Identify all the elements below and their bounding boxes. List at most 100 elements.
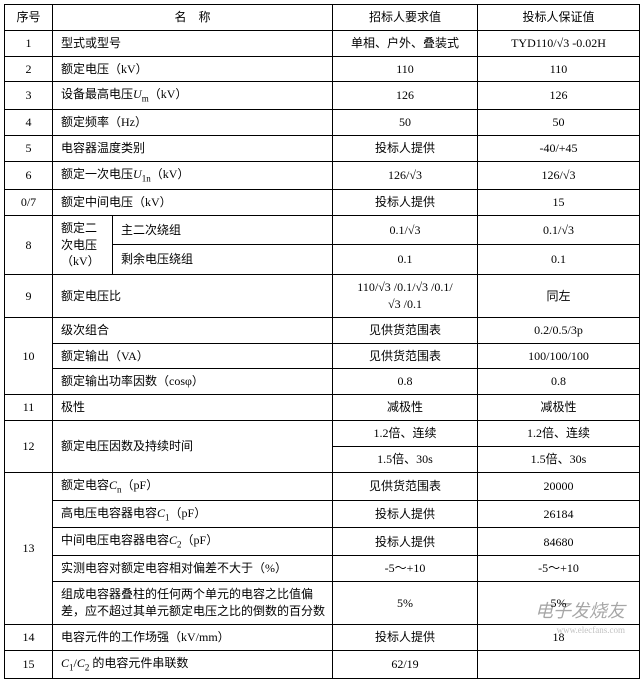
bid: TYD110/√3 -0.02H — [478, 30, 640, 56]
seq: 3 — [5, 82, 53, 110]
row-7: 0/7 额定中间电压（kV） 投标人提供 15 — [5, 189, 640, 215]
seq: 13 — [5, 472, 53, 624]
req: 126 — [333, 82, 478, 110]
req: 110/√3 /0.1/√3 /0.1/ √3 /0.1 — [333, 275, 478, 318]
name: 额定频率（Hz） — [53, 110, 333, 136]
name: 额定电压比 — [53, 275, 333, 318]
req: 投标人提供 — [333, 136, 478, 162]
req: 投标人提供 — [333, 189, 478, 215]
seq: 10 — [5, 317, 53, 394]
row-1: 1 型式或型号 单相、户外、叠装式 TYD110/√3 -0.02H — [5, 30, 640, 56]
bid-b: 26184 — [478, 500, 640, 528]
sub2-bid: 0.1 — [478, 245, 640, 275]
bid: 减极性 — [478, 395, 640, 421]
seq: 8 — [5, 215, 53, 274]
row-12a: 12 额定电压因数及持续时间 1.2倍、连续 1.2倍、连续 — [5, 420, 640, 446]
name-e: 组成电容器叠柱的任何两个单元的电容之比值偏差，应不超过其单元额定电压之比的倒数的… — [53, 582, 333, 625]
header-row: 序号 名 称 招标人要求值 投标人保证值 — [5, 5, 640, 31]
row-3: 3 设备最高电压Um（kV） 126 126 — [5, 82, 640, 110]
req-c: 0.8 — [333, 369, 478, 395]
name-c: 额定输出功率因数（cosφ） — [53, 369, 333, 395]
name-group: 额定二次电压（kV） — [53, 215, 113, 274]
req-b: 见供货范围表 — [333, 343, 478, 369]
row-9: 9 额定电压比 110/√3 /0.1/√3 /0.1/ √3 /0.1 同左 — [5, 275, 640, 318]
name: 设备最高电压Um（kV） — [53, 82, 333, 110]
sub1-bid: 0.1/√3 — [478, 215, 640, 245]
row-13b: 高电压电容器电容C1（pF） 投标人提供 26184 — [5, 500, 640, 528]
req-a: 见供货范围表 — [333, 317, 478, 343]
hdr-seq: 序号 — [5, 5, 53, 31]
seq: 14 — [5, 624, 53, 650]
name-a: 额定电容Cn（pF） — [53, 472, 333, 500]
req-a: 1.2倍、连续 — [333, 420, 478, 446]
req-e: 5% — [333, 582, 478, 625]
bid: 同左 — [478, 275, 640, 318]
bid: 110 — [478, 56, 640, 82]
name: 极性 — [53, 395, 333, 421]
hdr-name: 名 称 — [53, 5, 333, 31]
sub1-req: 0.1/√3 — [333, 215, 478, 245]
req: 62/19 — [333, 650, 478, 678]
bid: -40/+45 — [478, 136, 640, 162]
bid-b: 1.5倍、30s — [478, 446, 640, 472]
sub2-name: 剩余电压绕组 — [113, 245, 333, 275]
req: 单相、户外、叠装式 — [333, 30, 478, 56]
req: 50 — [333, 110, 478, 136]
name: 额定中间电压（kV） — [53, 189, 333, 215]
seq: 4 — [5, 110, 53, 136]
row-6: 6 额定一次电压U1n（kV） 126/√3 126/√3 — [5, 161, 640, 189]
bid: 15 — [478, 189, 640, 215]
row-5: 5 电容器温度类别 投标人提供 -40/+45 — [5, 136, 640, 162]
req-c: 投标人提供 — [333, 528, 478, 556]
row-10a: 10 级次组合 见供货范围表 0.2/0.5/3p — [5, 317, 640, 343]
seq: 15 — [5, 650, 53, 678]
name: 额定一次电压U1n（kV） — [53, 161, 333, 189]
seq: 0/7 — [5, 189, 53, 215]
bid: 50 — [478, 110, 640, 136]
row-4: 4 额定频率（Hz） 50 50 — [5, 110, 640, 136]
name: 额定电压（kV） — [53, 56, 333, 82]
req-d: -5～+10 — [333, 556, 478, 582]
bid-a: 1.2倍、连续 — [478, 420, 640, 446]
hdr-req: 招标人要求值 — [333, 5, 478, 31]
row-13e: 组成电容器叠柱的任何两个单元的电容之比值偏差，应不超过其单元额定电压之比的倒数的… — [5, 582, 640, 625]
row-10c: 额定输出功率因数（cosφ） 0.8 0.8 — [5, 369, 640, 395]
row-15: 15 C1/C2 的电容元件串联数 62/19 — [5, 650, 640, 678]
bid-c: 0.8 — [478, 369, 640, 395]
row-11: 11 极性 减极性 减极性 — [5, 395, 640, 421]
req: 投标人提供 — [333, 624, 478, 650]
bid-c: 84680 — [478, 528, 640, 556]
req: 减极性 — [333, 395, 478, 421]
bid: 18 — [478, 624, 640, 650]
name-a: 级次组合 — [53, 317, 333, 343]
seq: 5 — [5, 136, 53, 162]
row-14: 14 电容元件的工作场强（kV/mm） 投标人提供 18 — [5, 624, 640, 650]
spec-table: 序号 名 称 招标人要求值 投标人保证值 1 型式或型号 单相、户外、叠装式 T… — [4, 4, 640, 679]
bid-b: 100/100/100 — [478, 343, 640, 369]
bid-a: 20000 — [478, 472, 640, 500]
seq: 2 — [5, 56, 53, 82]
seq: 11 — [5, 395, 53, 421]
name: 电容元件的工作场强（kV/mm） — [53, 624, 333, 650]
sub2-req: 0.1 — [333, 245, 478, 275]
row-10b: 额定输出（VA） 见供货范围表 100/100/100 — [5, 343, 640, 369]
bid: 126 — [478, 82, 640, 110]
name: 额定电压因数及持续时间 — [53, 420, 333, 472]
req-b: 1.5倍、30s — [333, 446, 478, 472]
hdr-bid: 投标人保证值 — [478, 5, 640, 31]
bid-a: 0.2/0.5/3p — [478, 317, 640, 343]
bid: 126/√3 — [478, 161, 640, 189]
req-b: 投标人提供 — [333, 500, 478, 528]
row-13d: 实测电容对额定电容相对偏差不大于（%） -5～+10 -5～+10 — [5, 556, 640, 582]
name: 电容器温度类别 — [53, 136, 333, 162]
seq: 1 — [5, 30, 53, 56]
name-d: 实测电容对额定电容相对偏差不大于（%） — [53, 556, 333, 582]
bid-e: 5% — [478, 582, 640, 625]
seq: 12 — [5, 420, 53, 472]
name-b: 高电压电容器电容C1（pF） — [53, 500, 333, 528]
name-b: 额定输出（VA） — [53, 343, 333, 369]
name: 型式或型号 — [53, 30, 333, 56]
row-13a: 13 额定电容Cn（pF） 见供货范围表 20000 — [5, 472, 640, 500]
name: C1/C2 的电容元件串联数 — [53, 650, 333, 678]
seq: 9 — [5, 275, 53, 318]
